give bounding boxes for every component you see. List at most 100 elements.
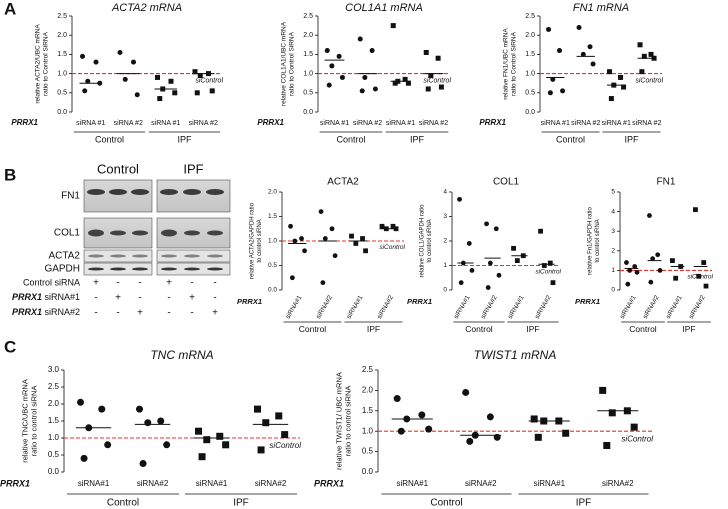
- y-tick-label: 2.5: [362, 365, 374, 374]
- y-tick-label: 0.5: [362, 447, 374, 456]
- data-point: [98, 405, 106, 413]
- data-point: [262, 419, 270, 427]
- data-point: [117, 49, 123, 55]
- condition-sign: -: [138, 293, 141, 304]
- panel-label: A: [4, 0, 16, 18]
- chart-title: TNC mRNA: [150, 348, 213, 362]
- data-point: [318, 209, 324, 215]
- data-point: [379, 223, 385, 229]
- blot-band: [132, 267, 148, 271]
- data-point: [360, 236, 365, 241]
- data-point: [390, 223, 396, 229]
- data-point: [197, 73, 203, 79]
- group-label: IPF: [177, 134, 192, 144]
- y-tick-label: 1: [443, 262, 447, 269]
- y-tick-label: 2.0: [57, 32, 67, 39]
- reference-label: siControl: [379, 244, 405, 251]
- group-label: IPF: [410, 134, 425, 144]
- category-label: siRNA#2: [465, 479, 497, 488]
- condition-sign: -: [116, 278, 119, 289]
- y-tick-label: 0: [443, 287, 447, 294]
- row-label: PRRX1: [257, 118, 284, 127]
- blot-band: [183, 189, 201, 195]
- y-tick-label: 5: [611, 189, 615, 196]
- data-point: [547, 260, 553, 266]
- blot-band: [88, 254, 104, 258]
- blot-band: [88, 229, 104, 237]
- data-point: [458, 280, 464, 286]
- y-tick-label: 0.0: [48, 467, 60, 476]
- data-point: [496, 272, 502, 278]
- data-point: [621, 84, 627, 90]
- blot-band: [206, 189, 224, 195]
- data-point: [392, 80, 398, 86]
- category-label: siRNA#2: [602, 479, 634, 488]
- y-axis-label: ratio to Control SiRNA: [288, 31, 295, 96]
- data-point: [332, 253, 338, 259]
- group-label: IPF: [624, 134, 639, 144]
- data-point: [136, 405, 144, 413]
- chart-title: COL1A1 mRNA: [345, 2, 423, 14]
- row-label: PRRX1: [0, 478, 30, 488]
- data-point: [550, 76, 556, 82]
- data-point: [82, 88, 88, 94]
- category-label: siRNA #1: [541, 120, 570, 127]
- data-point: [648, 51, 654, 57]
- y-tick-label: 2.0: [268, 189, 277, 196]
- row-label: PRRX1: [314, 478, 344, 488]
- data-point: [587, 44, 593, 50]
- y-axis-label: ratio to Control SiRNA: [42, 31, 49, 96]
- row-label: PRRX1: [11, 118, 38, 127]
- data-point: [534, 433, 542, 441]
- reference-label: siControl: [269, 441, 301, 450]
- data-point: [402, 76, 408, 82]
- data-point: [627, 268, 633, 273]
- y-axis-label: relative COL1A1/UBC mRNA: [280, 21, 287, 106]
- y-axis-label: to control siRNA: [595, 219, 601, 262]
- blot-band: [161, 229, 177, 237]
- category-label: siRNA#1: [346, 294, 365, 320]
- blot-band: [161, 267, 177, 271]
- data-point: [634, 269, 640, 275]
- chart-title: TWIST1 mRNA: [474, 348, 557, 362]
- data-point: [469, 268, 475, 273]
- y-tick-label: 2.5: [525, 13, 535, 20]
- blot-row-label: FN1: [61, 191, 80, 202]
- y-tick-label: 0.0: [57, 109, 67, 116]
- category-label: siRNA#2: [376, 294, 395, 320]
- group-label: IPF: [526, 324, 539, 334]
- y-tick-label: 1.0: [57, 70, 67, 77]
- data-point: [485, 285, 491, 290]
- category-label: siRNA #1: [602, 120, 631, 127]
- data-point: [562, 429, 570, 437]
- condition-sign: -: [213, 293, 216, 304]
- y-tick-label: 1.5: [268, 213, 277, 220]
- data-point: [576, 25, 582, 31]
- data-point: [466, 437, 474, 445]
- data-point: [423, 49, 429, 55]
- blot-band: [161, 254, 177, 258]
- y-tick-label: 3: [611, 228, 615, 235]
- data-point: [425, 86, 431, 92]
- y-axis-label: relative TNC/UBC mRNA: [20, 379, 29, 463]
- category-label: siRNA#1: [453, 294, 472, 320]
- condition-sign: +: [137, 308, 143, 319]
- data-point: [630, 423, 638, 431]
- y-tick-label: 1.0: [48, 433, 60, 442]
- y-tick-label: 4: [443, 189, 447, 196]
- y-tick-label: 1.5: [303, 51, 313, 58]
- group-label: IPF: [233, 498, 249, 509]
- y-tick-label: 1.0: [268, 238, 277, 245]
- y-tick-label: 2: [443, 238, 447, 245]
- data-point: [192, 69, 198, 75]
- data-point: [163, 441, 171, 449]
- group-label: Control: [629, 324, 657, 334]
- blot-strip: [83, 179, 153, 213]
- y-tick-label: 2.0: [48, 399, 60, 408]
- group-label: Control: [95, 134, 124, 144]
- panel-label: B: [4, 165, 16, 184]
- y-tick-label: 0.5: [525, 90, 535, 97]
- data-point: [650, 256, 656, 262]
- y-tick-label: 3.0: [48, 365, 60, 374]
- y-tick-label: 1.5: [525, 51, 535, 58]
